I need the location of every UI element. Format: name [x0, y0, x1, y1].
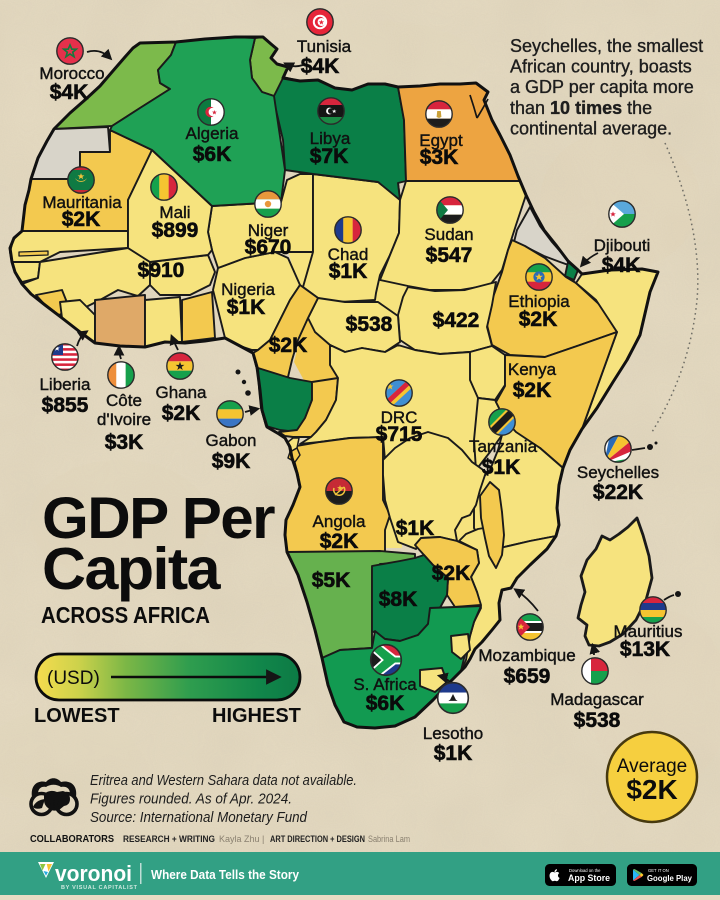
svg-text:$6K: $6K	[366, 692, 405, 715]
svg-text:$670: $670	[245, 236, 292, 259]
svg-text:$1K: $1K	[227, 296, 266, 319]
svg-text:$910: $910	[138, 259, 185, 282]
svg-text:$4K: $4K	[50, 81, 89, 104]
svg-text:Source: International Monetary: Source: International Monetary Fund	[90, 810, 308, 826]
svg-text:Angola: Angola	[313, 512, 366, 531]
svg-text:Nigeria: Nigeria	[221, 280, 275, 299]
svg-text:than 10 times the: than 10 times the	[510, 98, 652, 118]
svg-text:$22K: $22K	[593, 481, 643, 504]
svg-text:Capita: Capita	[42, 536, 222, 602]
svg-text:$9K: $9K	[212, 450, 251, 473]
svg-text:$13K: $13K	[620, 638, 670, 661]
svg-text:Sabrina Lam: Sabrina Lam	[368, 834, 410, 844]
svg-text:GDP Per: GDP Per	[42, 486, 275, 551]
svg-text:DRC: DRC	[381, 408, 418, 427]
svg-text:$7K: $7K	[310, 145, 349, 168]
svg-text:Ethiopia: Ethiopia	[508, 292, 570, 311]
svg-text:$8K: $8K	[379, 588, 418, 611]
svg-text:$2K: $2K	[162, 402, 201, 425]
svg-text:$2K: $2K	[320, 530, 359, 553]
svg-text:Niger: Niger	[248, 221, 289, 240]
svg-text:$4K: $4K	[602, 254, 641, 277]
svg-text:$5K: $5K	[312, 569, 351, 592]
svg-text:Morocco: Morocco	[39, 64, 104, 83]
svg-text:$3K: $3K	[105, 431, 144, 454]
svg-text:$422: $422	[433, 309, 480, 332]
svg-text:d'Ivoire: d'Ivoire	[97, 410, 151, 429]
svg-text:HIGHEST: HIGHEST	[212, 705, 301, 727]
svg-text:Seychelles, the smallest: Seychelles, the smallest	[510, 36, 703, 56]
svg-text:(USD): (USD)	[47, 668, 100, 689]
svg-text:Sudan: Sudan	[424, 225, 473, 244]
svg-text:COLLABORATORS: COLLABORATORS	[30, 834, 114, 845]
svg-text:Seychelles: Seychelles	[577, 463, 659, 482]
svg-text:$4K: $4K	[301, 55, 340, 78]
svg-text:Gabon: Gabon	[205, 431, 256, 450]
svg-text:Kayla Zhu: Kayla Zhu	[219, 834, 260, 844]
svg-text:Kenya: Kenya	[508, 360, 557, 379]
svg-text:Mozambique: Mozambique	[478, 646, 575, 665]
svg-text:$2K: $2K	[626, 774, 677, 805]
svg-text:BY VISUAL CAPITALIST: BY VISUAL CAPITALIST	[61, 885, 138, 891]
svg-text:Djibouti: Djibouti	[594, 236, 651, 255]
svg-text:$2K: $2K	[513, 379, 552, 402]
svg-text:LOWEST: LOWEST	[34, 705, 120, 727]
svg-text:$1K: $1K	[482, 456, 521, 479]
svg-text:a GDP per capita more: a GDP per capita more	[510, 77, 694, 97]
svg-text:$547: $547	[426, 244, 473, 267]
svg-text:Average: Average	[617, 756, 687, 777]
svg-text:Mauritius: Mauritius	[614, 622, 683, 641]
svg-text:$659: $659	[504, 665, 551, 688]
svg-text:Ghana: Ghana	[155, 383, 207, 402]
svg-text:$1K: $1K	[396, 517, 435, 540]
svg-text:Tunisia: Tunisia	[297, 37, 352, 56]
svg-text:Liberia: Liberia	[39, 375, 91, 394]
svg-text:RESEARCH + WRITING: RESEARCH + WRITING	[123, 834, 215, 844]
svg-text:|: |	[262, 834, 264, 844]
svg-text:$2K: $2K	[519, 308, 558, 331]
svg-text:$855: $855	[42, 394, 89, 417]
svg-text:Libya: Libya	[310, 129, 351, 148]
svg-text:$1K: $1K	[329, 260, 368, 283]
svg-text:$2K: $2K	[432, 562, 471, 585]
svg-text:Where Data Tells the Story: Where Data Tells the Story	[151, 868, 299, 882]
svg-text:voronoi: voronoi	[55, 861, 132, 886]
svg-text:Lesotho: Lesotho	[423, 724, 484, 743]
svg-text:ART DIRECTION + DESIGN: ART DIRECTION + DESIGN	[270, 834, 365, 844]
svg-text:S. Africa: S. Africa	[353, 675, 417, 694]
svg-text:ACROSS AFRICA: ACROSS AFRICA	[41, 602, 210, 628]
svg-text:App Store: App Store	[568, 873, 610, 883]
svg-text:African country, boasts: African country, boasts	[510, 57, 692, 77]
svg-text:$1K: $1K	[434, 742, 473, 765]
svg-text:Egypt: Egypt	[419, 131, 463, 150]
svg-text:continental average.: continental average.	[510, 118, 672, 138]
svg-text:$2K: $2K	[269, 334, 308, 357]
svg-text:$899: $899	[152, 219, 199, 242]
svg-text:Figures rounded. As of Apr. 20: Figures rounded. As of Apr. 2024.	[90, 792, 292, 808]
svg-text:GET IT ON: GET IT ON	[648, 868, 669, 873]
svg-text:Eritrea and Western Sahara dat: Eritrea and Western Sahara data not avai…	[90, 773, 357, 789]
svg-text:Mauritania: Mauritania	[42, 193, 122, 212]
svg-text:Tanzania: Tanzania	[469, 437, 538, 456]
svg-text:Côte: Côte	[106, 391, 142, 410]
svg-text:$538: $538	[346, 313, 393, 336]
svg-text:Algeria: Algeria	[186, 124, 239, 143]
svg-text:$715: $715	[376, 423, 423, 446]
svg-text:$6K: $6K	[193, 143, 232, 166]
svg-text:Chad: Chad	[328, 245, 369, 264]
svg-text:Google Play: Google Play	[647, 873, 692, 883]
svg-text:Mali: Mali	[159, 203, 190, 222]
svg-text:Madagascar: Madagascar	[550, 690, 644, 709]
svg-text:Download on the: Download on the	[569, 868, 601, 873]
svg-text:$538: $538	[574, 709, 621, 732]
svg-text:$2K: $2K	[62, 208, 101, 231]
svg-text:$3K: $3K	[420, 146, 459, 169]
